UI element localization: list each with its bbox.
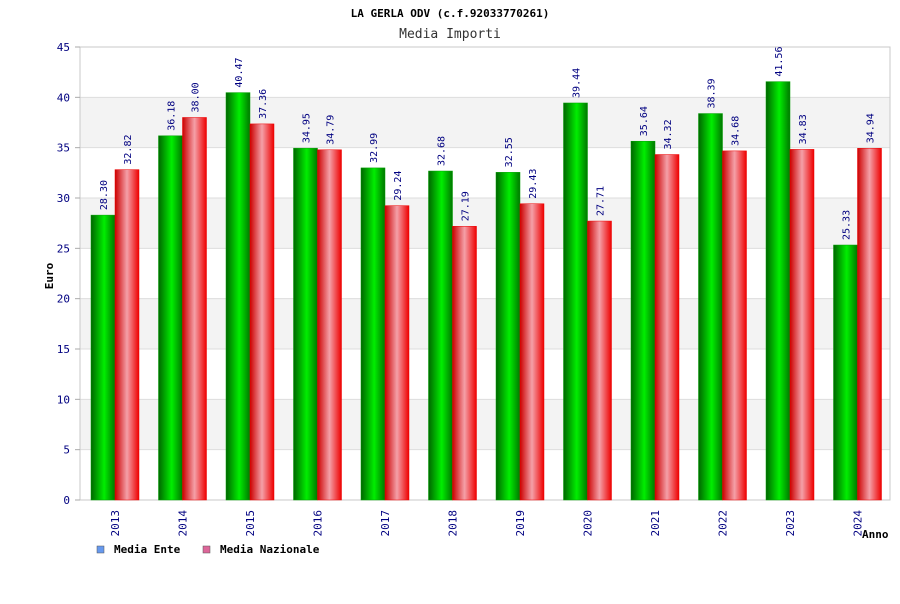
grid-band bbox=[80, 298, 890, 349]
value-label-media-ente-2020: 39.44 bbox=[572, 68, 583, 98]
bar-media-ente-2017 bbox=[360, 167, 386, 501]
plot-area bbox=[79, 46, 891, 501]
value-label-media-ente-2013: 28.30 bbox=[99, 180, 110, 210]
value-label-media-nazionale-2013: 32.82 bbox=[123, 135, 134, 165]
chart-title: LA GERLA ODV (c.f.92033770261) bbox=[351, 7, 550, 20]
bar-media-nazionale-2020 bbox=[587, 220, 612, 501]
bar-media-ente-2022 bbox=[698, 113, 723, 501]
y-tick-label: 0 bbox=[63, 494, 70, 507]
value-label-media-nazionale-2015: 37.36 bbox=[258, 89, 269, 119]
value-label-media-nazionale-2022: 34.68 bbox=[731, 116, 742, 146]
bar-media-ente-2013 bbox=[90, 214, 116, 501]
value-label-media-ente-2017: 32.99 bbox=[369, 133, 380, 163]
value-label-media-nazionale-2017: 29.24 bbox=[393, 171, 404, 201]
value-label-media-ente-2014: 36.18 bbox=[167, 101, 178, 131]
value-label-media-nazionale-2021: 34.32 bbox=[663, 119, 674, 149]
legend-label-media-nazionale: Media Nazionale bbox=[220, 543, 320, 556]
grid-band bbox=[80, 47, 890, 98]
bar-media-ente-2021 bbox=[630, 140, 656, 501]
grid-band bbox=[80, 97, 890, 148]
bar-media-nazionale-2023 bbox=[789, 149, 815, 501]
x-tick-label-2018: 2018 bbox=[447, 510, 460, 537]
x-tick-label-2019: 2019 bbox=[514, 510, 527, 537]
bar-media-nazionale-2018 bbox=[452, 226, 477, 501]
y-tick-label: 20 bbox=[57, 293, 70, 306]
y-tick-label: 45 bbox=[57, 41, 70, 54]
grid-band bbox=[80, 198, 890, 249]
x-tick-label-2022: 2022 bbox=[717, 510, 730, 537]
bar-media-nazionale-2019 bbox=[519, 203, 545, 501]
x-tick-label-2024: 2024 bbox=[852, 510, 865, 537]
value-label-media-ente-2021: 35.64 bbox=[639, 106, 650, 136]
bar-media-nazionale-2024 bbox=[857, 148, 882, 501]
y-tick-label: 40 bbox=[57, 91, 70, 104]
x-axis-label: Anno bbox=[862, 528, 889, 541]
legend: Media Ente Media Nazionale bbox=[96, 543, 320, 556]
bar-media-ente-2018 bbox=[428, 170, 453, 501]
bar-media-ente-2023 bbox=[765, 81, 791, 501]
value-label-media-nazionale-2016: 34.79 bbox=[326, 115, 337, 145]
bar-media-ente-2024 bbox=[833, 244, 858, 501]
chart-subtitle: Media Importi bbox=[399, 27, 501, 42]
x-tick-label-2014: 2014 bbox=[177, 510, 190, 537]
y-axis-label: Euro bbox=[43, 262, 56, 289]
grid-band bbox=[80, 399, 890, 450]
bar-media-nazionale-2013 bbox=[114, 169, 140, 501]
x-tick-label-2021: 2021 bbox=[649, 510, 662, 537]
bar-media-nazionale-2022 bbox=[722, 150, 747, 501]
value-label-media-ente-2015: 40.47 bbox=[234, 57, 245, 87]
y-tick-label: 5 bbox=[63, 444, 70, 457]
value-label-media-nazionale-2019: 29.43 bbox=[528, 169, 539, 199]
bar-media-ente-2019 bbox=[495, 172, 521, 501]
bar-media-nazionale-2014 bbox=[182, 117, 207, 501]
grid-band bbox=[80, 248, 890, 299]
bar-media-nazionale-2016 bbox=[317, 149, 342, 501]
grid-band bbox=[80, 449, 890, 500]
y-tick-label: 30 bbox=[57, 192, 70, 205]
x-tick-label-2015: 2015 bbox=[244, 510, 257, 537]
bar-media-ente-2020 bbox=[563, 102, 588, 501]
x-tick-label-2013: 2013 bbox=[109, 510, 122, 537]
y-tick-label: 10 bbox=[57, 393, 70, 406]
x-tick-label-2017: 2017 bbox=[379, 510, 392, 537]
y-tick-label: 15 bbox=[57, 343, 70, 356]
value-label-media-ente-2016: 34.95 bbox=[302, 113, 313, 143]
bar-media-nazionale-2021 bbox=[654, 154, 680, 501]
bar-media-nazionale-2017 bbox=[384, 205, 410, 501]
y-tick-label: 35 bbox=[57, 142, 70, 155]
bar-media-nazionale-2015 bbox=[249, 123, 275, 501]
x-tick-label-2020: 2020 bbox=[582, 510, 595, 537]
y-tick-label: 25 bbox=[57, 242, 70, 255]
value-label-media-nazionale-2024: 34.94 bbox=[866, 113, 877, 143]
value-label-media-nazionale-2023: 34.83 bbox=[798, 114, 809, 144]
value-label-media-ente-2024: 25.33 bbox=[842, 210, 853, 240]
x-tick-label-2016: 2016 bbox=[312, 510, 325, 537]
value-label-media-nazionale-2014: 38.00 bbox=[191, 82, 202, 112]
bar-media-ente-2015 bbox=[225, 92, 251, 501]
bar-media-ente-2014 bbox=[158, 135, 183, 501]
value-label-media-ente-2022: 38.39 bbox=[707, 78, 718, 108]
x-tick-label-2023: 2023 bbox=[784, 510, 797, 537]
grid-band bbox=[80, 147, 890, 198]
value-label-media-ente-2019: 32.55 bbox=[504, 137, 515, 167]
bar-media-ente-2016 bbox=[293, 147, 318, 501]
legend-swatch-media-nazionale bbox=[202, 545, 211, 554]
value-label-media-ente-2023: 41.56 bbox=[774, 47, 785, 77]
value-label-media-nazionale-2018: 27.19 bbox=[461, 191, 472, 221]
grid-band bbox=[80, 349, 890, 400]
legend-label-media-ente: Media Ente bbox=[114, 543, 181, 556]
value-label-media-nazionale-2020: 27.71 bbox=[596, 186, 607, 216]
value-label-media-ente-2018: 32.68 bbox=[437, 136, 448, 166]
legend-swatch-media-ente bbox=[96, 545, 105, 554]
